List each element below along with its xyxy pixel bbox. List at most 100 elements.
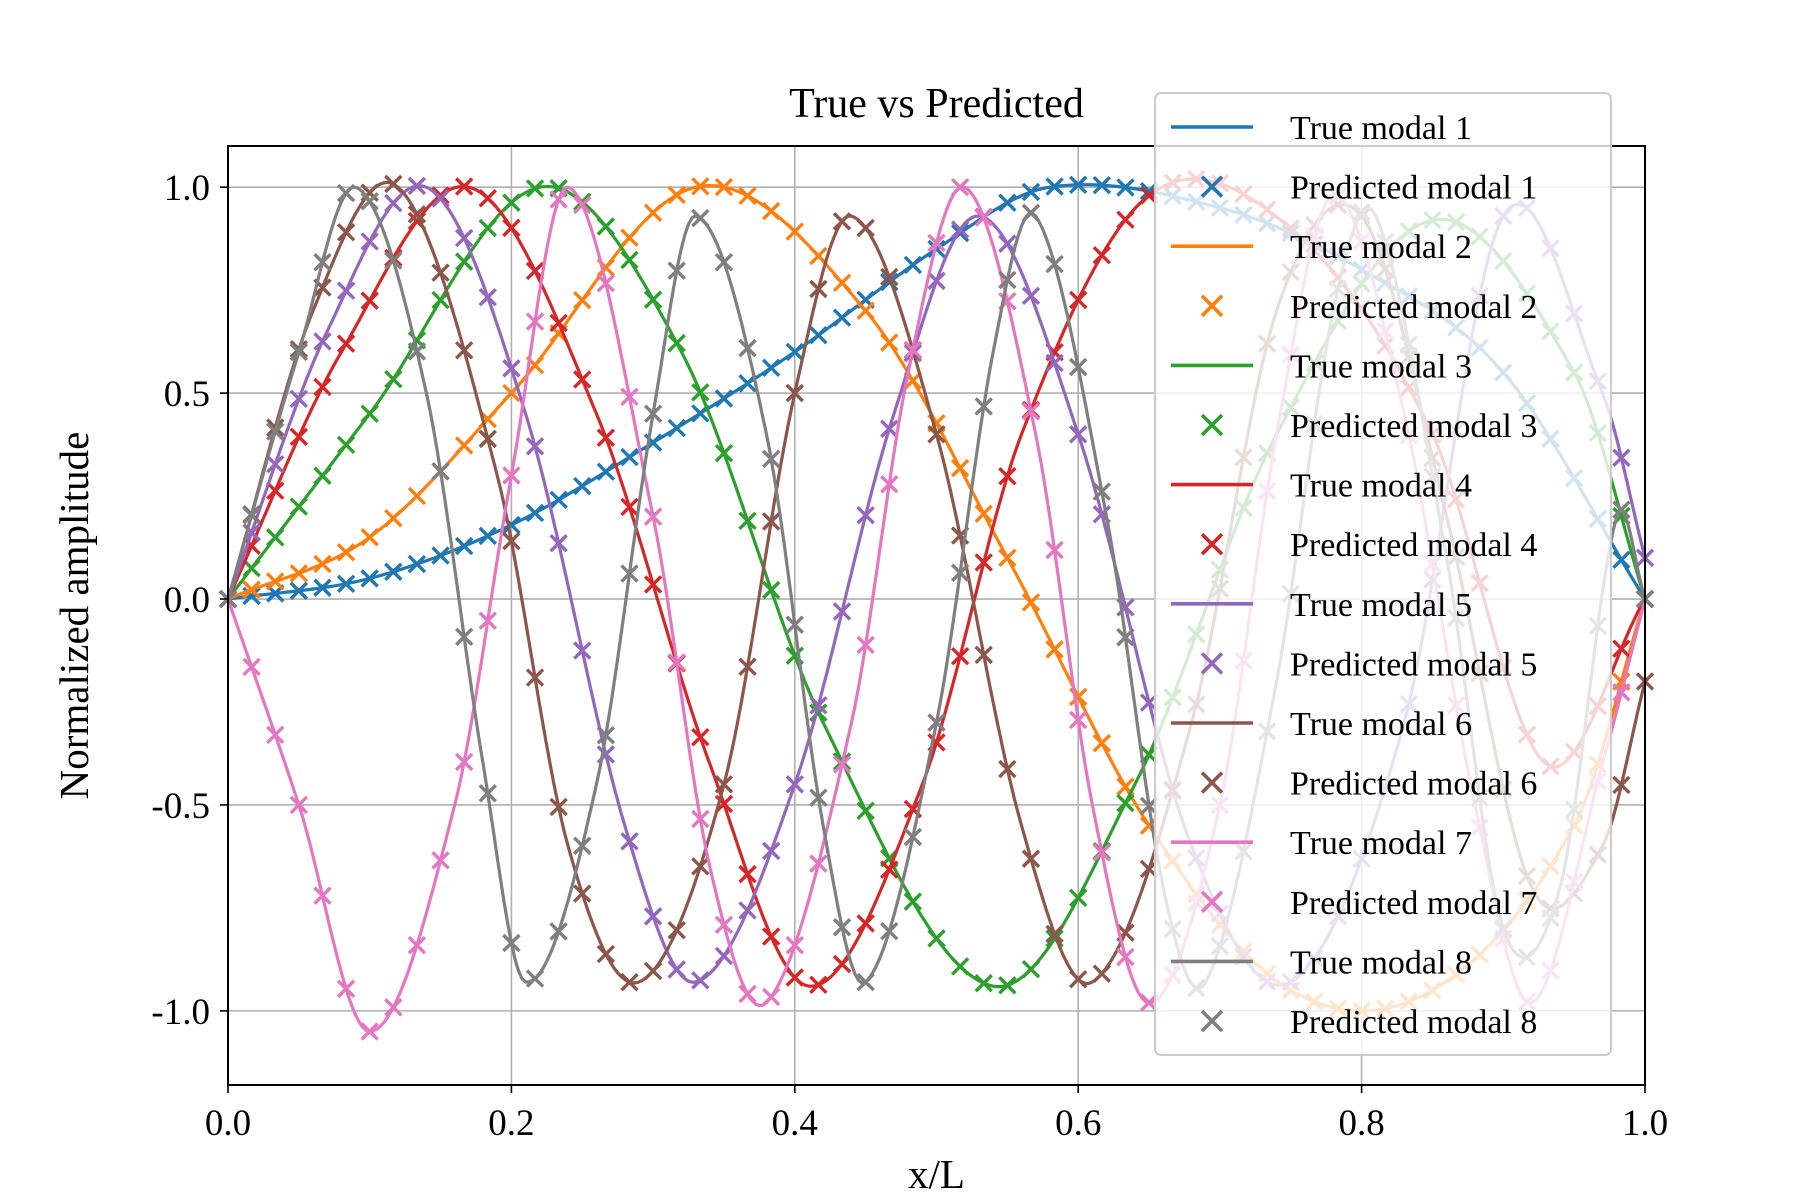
predicted-modal-2-marker	[714, 177, 734, 197]
predicted-modal-3-marker	[454, 252, 474, 271]
legend-marker-6	[1200, 771, 1224, 794]
predicted-modal-3-marker	[525, 179, 545, 198]
predicted-modal-7-marker	[242, 657, 261, 677]
predicted-modal-1-marker	[714, 389, 734, 408]
predicted-modal-8-marker	[903, 827, 923, 847]
predicted-modal-2-marker	[1092, 733, 1112, 753]
predicted-modal-4-marker	[313, 377, 332, 397]
predicted-modal-2-marker	[667, 185, 686, 205]
predicted-modal-7-marker	[785, 936, 805, 955]
predicted-modal-4-marker	[454, 177, 474, 196]
predicted-modal-8-marker	[242, 506, 261, 525]
predicted-modal-7-marker	[927, 233, 946, 253]
predicted-modal-4-marker	[761, 927, 781, 946]
legend-marker-7	[1200, 890, 1224, 914]
predicted-modal-7-marker	[431, 851, 450, 870]
legend-marker-4	[1200, 532, 1224, 556]
predicted-modal-8-marker	[974, 397, 993, 416]
predicted-modal-7-marker	[880, 475, 899, 494]
predicted-modal-3-marker	[856, 801, 875, 821]
predicted-modal-5-marker	[950, 220, 970, 239]
predicted-modal-4-marker	[809, 975, 828, 995]
predicted-modal-8-marker	[360, 192, 379, 211]
legend-marker-1	[1200, 175, 1224, 198]
predicted-modal-5-marker	[336, 281, 356, 300]
predicted-modal-5-marker	[266, 455, 285, 474]
predicted-modal-8-marker	[761, 449, 781, 469]
predicted-modal-1-marker	[667, 418, 686, 438]
predicted-modal-2-marker	[1045, 640, 1064, 659]
predicted-modal-2-marker	[313, 554, 332, 574]
legend-label-true-6: True modal 6	[1290, 706, 1472, 743]
chart-title: True vs Predicted	[789, 81, 1084, 127]
predicted-modal-2-marker	[242, 580, 261, 599]
predicted-modal-1-marker	[1116, 178, 1135, 197]
predicted-modal-4-marker	[1612, 639, 1631, 658]
x-tick-label: 0.6	[1055, 1103, 1101, 1144]
predicted-modal-2-marker	[454, 436, 474, 455]
predicted-modal-7-marker	[1116, 947, 1135, 967]
predicted-modal-8-marker	[714, 252, 734, 272]
predicted-modal-2-marker	[407, 486, 427, 506]
predicted-modal-8-marker	[643, 404, 663, 423]
predicted-modal-5-marker	[856, 506, 875, 525]
predicted-modal-6-marker	[714, 775, 734, 794]
predicted-modal-8-marker	[407, 342, 427, 361]
x-axis-title: x/L	[908, 1151, 965, 1197]
predicted-modal-7-marker	[1092, 843, 1112, 862]
predicted-modal-4-marker	[502, 218, 521, 238]
predicted-modal-6-marker	[1045, 924, 1064, 944]
predicted-modal-8-marker	[1045, 254, 1064, 274]
predicted-modal-3-marker	[596, 217, 616, 236]
predicted-modal-1-marker	[384, 562, 403, 581]
predicted-modal-2-marker	[620, 228, 639, 247]
y-tick-label: 0.0	[164, 580, 210, 621]
predicted-modal-6-marker	[525, 668, 545, 687]
predicted-modal-1-marker	[336, 574, 356, 593]
predicted-modal-8-marker	[1092, 482, 1112, 501]
predicted-modal-8-marker	[927, 713, 946, 732]
predicted-modal-3-marker	[809, 703, 828, 722]
predicted-modal-1-marker	[1612, 550, 1631, 570]
predicted-modal-6-marker	[549, 797, 568, 817]
predicted-modal-1-marker	[454, 536, 474, 556]
predicted-modal-5-marker	[289, 389, 309, 409]
predicted-modal-2-marker	[832, 273, 852, 292]
predicted-modal-3-marker	[384, 370, 403, 389]
predicted-modal-2-marker	[761, 201, 781, 221]
predicted-modal-1-marker	[596, 462, 616, 481]
predicted-modal-3-marker	[242, 558, 261, 578]
predicted-modal-4-marker	[336, 334, 356, 353]
predicted-modal-5-marker	[384, 193, 403, 213]
predicted-modal-5-marker	[643, 907, 663, 926]
y-tick-label: -1.0	[151, 992, 210, 1033]
predicted-modal-8-marker	[384, 251, 403, 270]
predicted-modal-2-marker	[738, 186, 757, 206]
predicted-modal-3-marker	[478, 218, 497, 238]
predicted-modal-7-marker	[832, 755, 852, 774]
predicted-modal-1-marker	[785, 342, 805, 362]
predicted-modal-3-marker	[691, 383, 710, 402]
predicted-modal-7-marker	[313, 886, 332, 905]
predicted-modal-6-marker	[573, 884, 592, 903]
predicted-modal-5-marker	[761, 841, 781, 861]
predicted-modal-7-marker	[1068, 710, 1088, 730]
predicted-modal-7-marker	[761, 987, 781, 1007]
predicted-modal-5-marker	[1612, 448, 1631, 467]
predicted-modal-8-marker	[313, 252, 332, 272]
predicted-modal-3-marker	[336, 435, 356, 455]
predicted-modal-4-marker	[266, 481, 285, 500]
legend-marker-5	[1200, 652, 1224, 675]
predicted-modal-4-marker	[431, 186, 450, 205]
predicted-modal-2-marker	[998, 548, 1017, 568]
predicted-modal-7-marker	[502, 466, 521, 485]
predicted-modal-4-marker	[785, 968, 805, 987]
legend-label-true-1: True modal 1	[1290, 110, 1472, 147]
predicted-modal-8-marker	[289, 342, 309, 362]
predicted-modal-1-marker	[549, 490, 568, 510]
predicted-modal-8-marker	[336, 183, 356, 203]
x-tick-label: 1.0	[1622, 1103, 1668, 1144]
predicted-modal-4-marker	[478, 189, 497, 208]
predicted-modal-4-marker	[525, 261, 545, 281]
